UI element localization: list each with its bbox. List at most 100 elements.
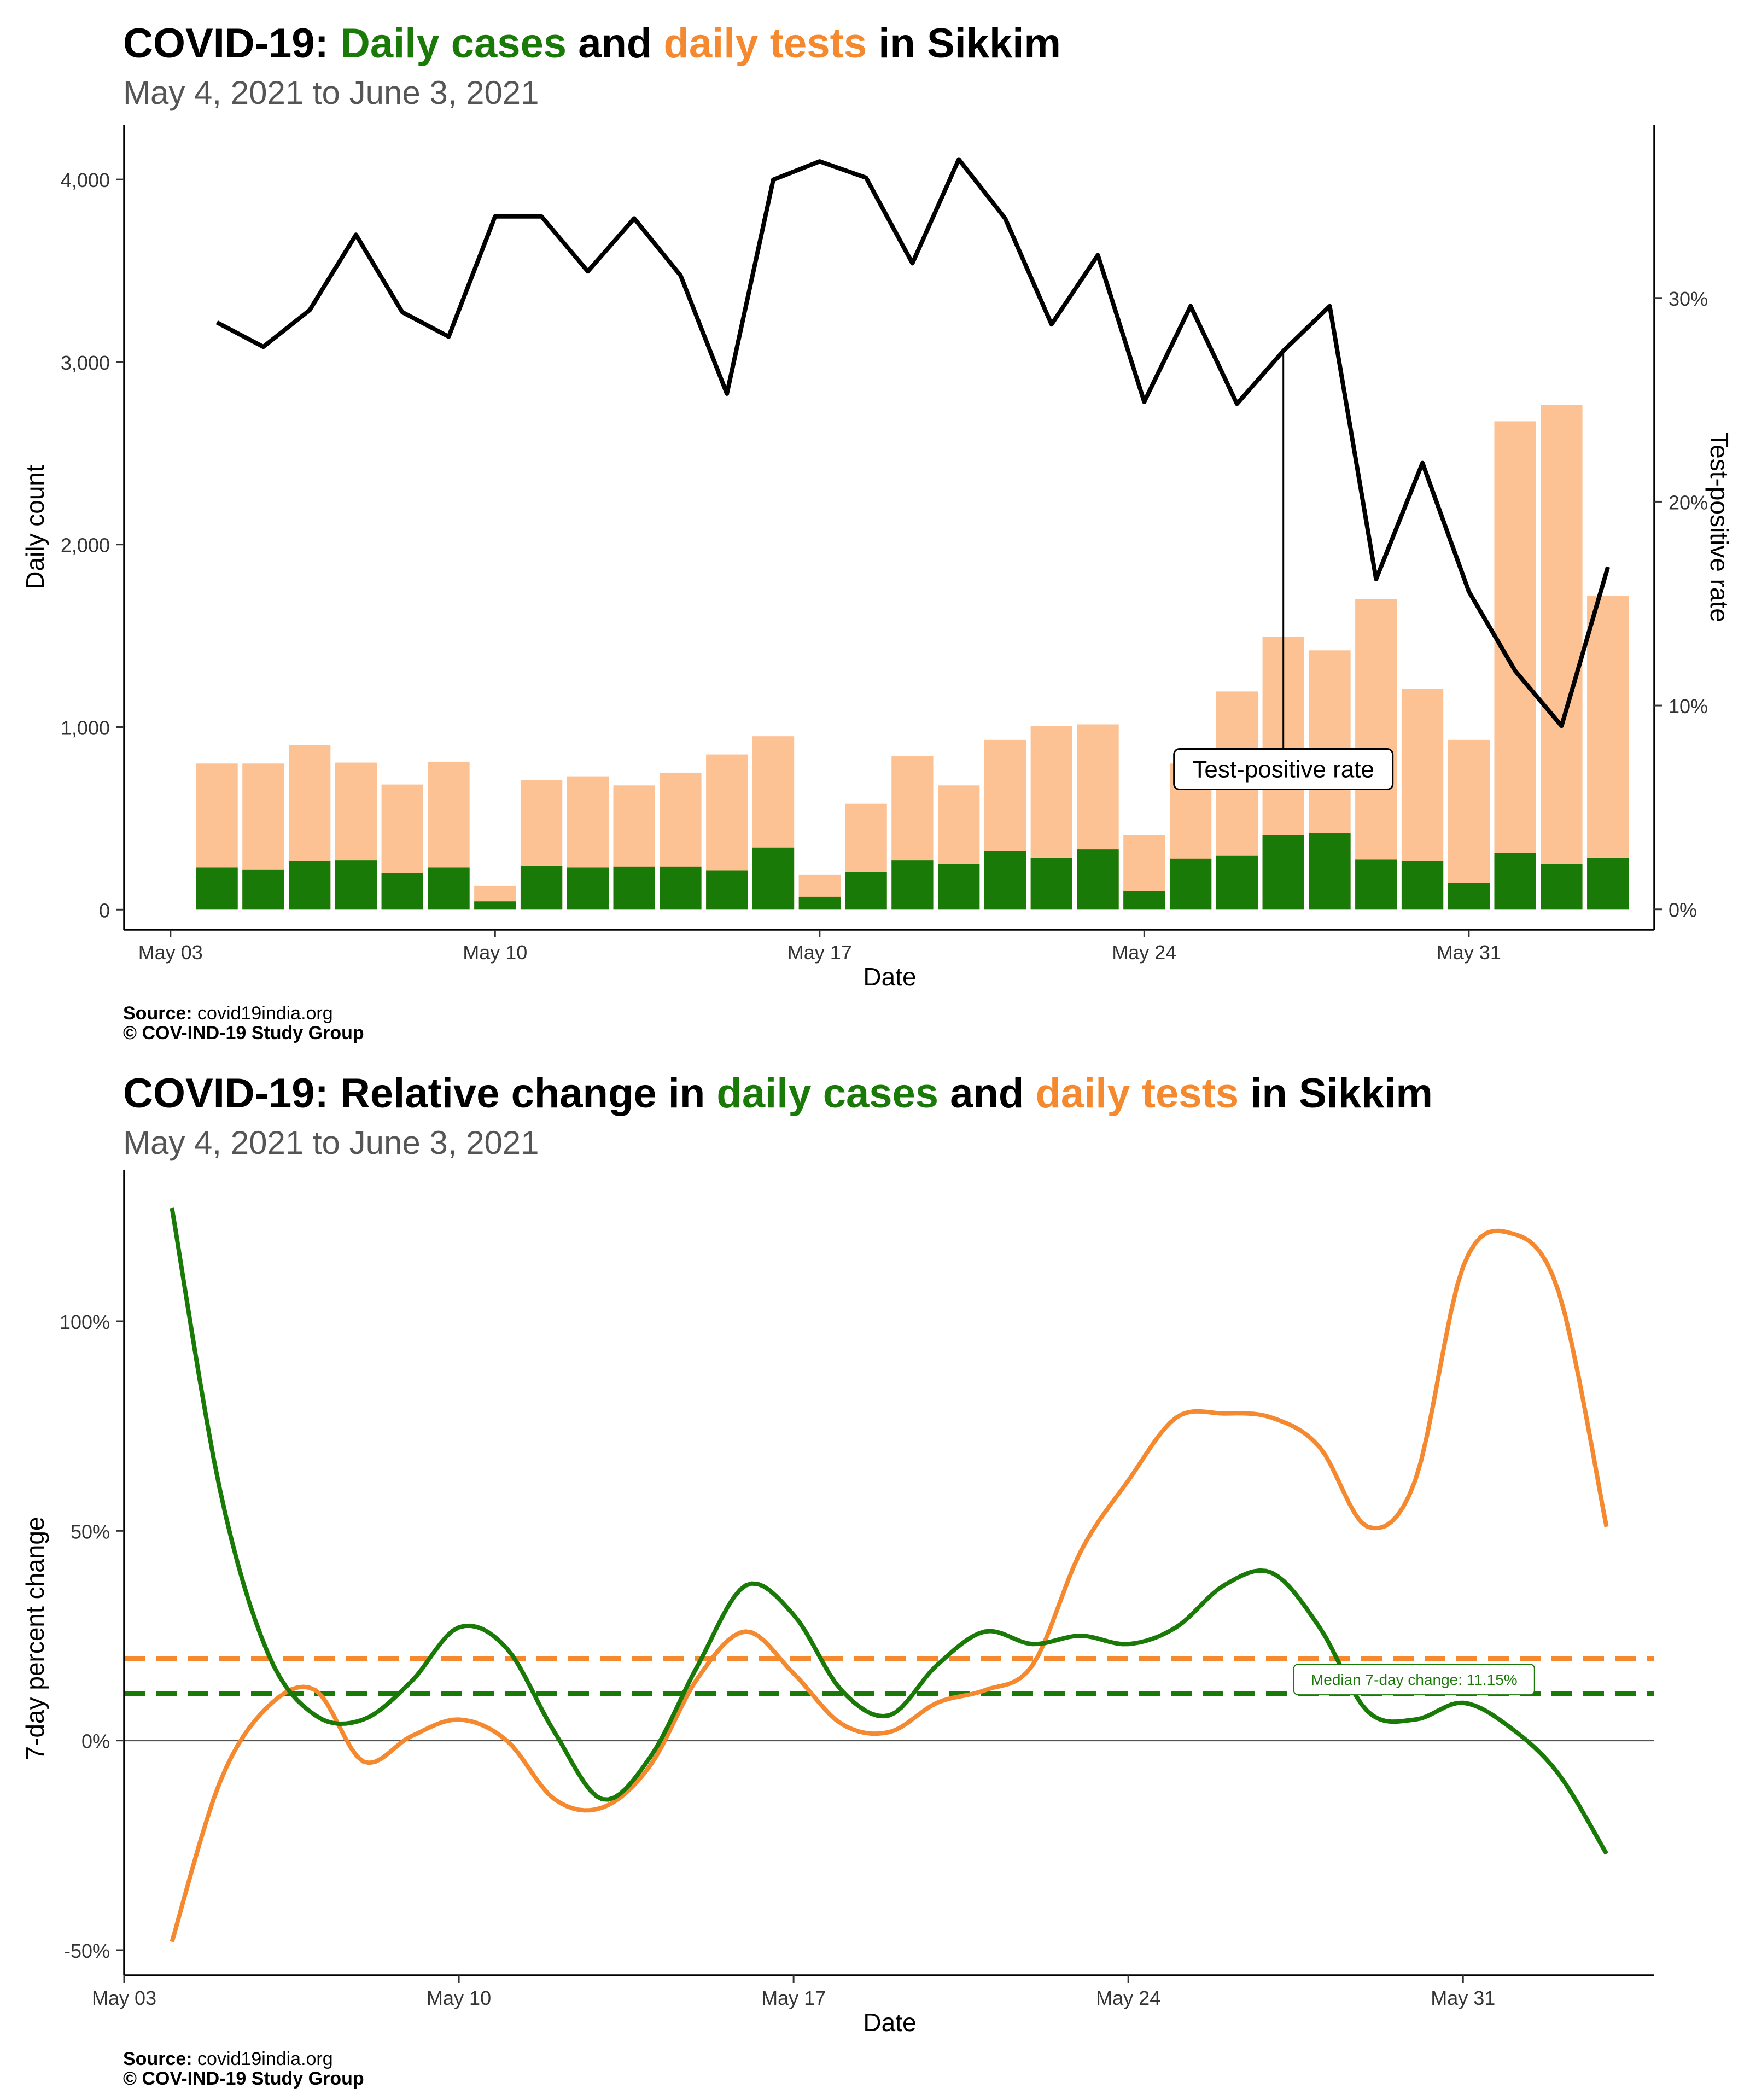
copyright: © COV-IND-19 Study Group (123, 2068, 364, 2089)
y-right-tick-label: 0% (1669, 899, 1697, 921)
tests-bar (1448, 739, 1490, 910)
title-suffix: in Sikkim (1239, 1070, 1433, 1117)
title-tests: daily tests (1035, 1070, 1239, 1117)
annotation-label: Test-positive rate (1192, 756, 1374, 783)
cases-bar (1123, 891, 1165, 910)
x-tick-label: May 31 (1437, 941, 1501, 964)
cases-bar (1077, 849, 1119, 910)
y-ticks-left: 0 1,000 2,000 3,000 4,000 (61, 169, 124, 921)
cases-bar (660, 866, 702, 910)
median-annotation-label: Median 7-day change: 11.15% (1311, 1671, 1518, 1688)
x-tick-label: May 10 (463, 941, 527, 964)
cases-bar (1541, 864, 1583, 910)
y-axis-right-label: Test-positive rate (1705, 432, 1734, 622)
chart-title: COVID-19: Relative change in daily cases… (123, 1073, 1433, 1115)
title-prefix: COVID-19: Relative change in (123, 1070, 717, 1117)
source-label: Source: (123, 1003, 192, 1024)
y-tick-label: 4,000 (61, 169, 110, 191)
y-tick-label: 1,000 (61, 716, 110, 739)
y-ticks-right: 0% 10% 20% 30% (1654, 288, 1708, 921)
axes (123, 125, 1655, 931)
y-tick-label: 100% (60, 1311, 110, 1333)
daily-cases-tests-panel: COVID-19: Daily cases and daily tests in… (21, 23, 1734, 1043)
title-prefix: COVID-19: (123, 20, 340, 67)
title-and: and (567, 20, 664, 67)
median-annotation-box (1293, 1664, 1535, 1696)
x-tick-label: May 03 (92, 1987, 156, 2009)
cases-bar (1169, 858, 1212, 910)
cases-bar (335, 860, 377, 910)
tests-change-line (170, 1228, 1609, 1942)
source-note: Source: covid19india.org © COV-IND-19 St… (123, 1004, 364, 1043)
cases-bar (242, 869, 284, 910)
y-tick-label: 50% (71, 1520, 110, 1543)
source-value: covid19india.org (192, 2049, 333, 2069)
x-tick-label: May 31 (1431, 1987, 1495, 2009)
chart-subtitle: May 4, 2021 to June 3, 2021 (123, 74, 539, 111)
bar-line-chart: Test-positive rate 0 1,000 2,000 3,000 4,000… (21, 125, 1734, 991)
cases-bar (1216, 855, 1258, 910)
tests-bar (1494, 421, 1536, 910)
cases-bars (196, 833, 1629, 910)
cases-bar (567, 867, 609, 910)
cases-bar (706, 870, 748, 910)
cases-bar (1494, 853, 1536, 910)
y-axis-label: 7-day percent change (21, 1517, 49, 1760)
cases-bar (1309, 833, 1351, 910)
cases-bar (1448, 883, 1490, 910)
cases-bar (428, 867, 470, 910)
cases-change-line (170, 1208, 1609, 1855)
y-ticks: -50% 0% 50% 100% (60, 1311, 124, 1962)
cases-bar (381, 873, 423, 910)
title-tests: daily tests (663, 20, 867, 67)
tpr-line (215, 157, 1611, 728)
copyright: © COV-IND-19 Study Group (123, 1022, 364, 1043)
cases-bar (798, 896, 841, 910)
tests-bar (1587, 596, 1629, 910)
y-right-tick-label: 20% (1669, 491, 1708, 514)
cases-bar (1030, 858, 1072, 910)
title-suffix: in Sikkim (867, 20, 1061, 67)
x-tick-label: May 03 (138, 941, 203, 964)
tpr-annotation: Test-positive rate (1173, 351, 1394, 791)
cases-bar (196, 867, 238, 910)
annotation-box (1173, 748, 1394, 791)
y-tick-label: 2,000 (61, 534, 110, 557)
tests-bar (1541, 405, 1583, 910)
x-tick-label: May 24 (1096, 1987, 1160, 2009)
cases-bar (520, 866, 563, 910)
cases-bar (613, 866, 655, 910)
x-axis-label: Date (863, 2008, 916, 2037)
x-axis-label: Date (863, 962, 916, 991)
axes (123, 1170, 1654, 1976)
x-ticks: May 03 May 10 May 17 May 24 May 31 (138, 930, 1501, 964)
cases-bar (1262, 835, 1304, 910)
x-tick-label: May 17 (788, 941, 852, 964)
y-right-tick-label: 10% (1669, 695, 1708, 718)
cases-bar (938, 864, 980, 910)
cases-bar (1355, 859, 1397, 910)
y-right-tick-label: 30% (1669, 288, 1708, 310)
cases-bar (891, 860, 934, 910)
x-tick-label: May 10 (427, 1987, 491, 2009)
title-and: and (938, 1070, 1036, 1117)
title-cases: daily cases (716, 1070, 939, 1117)
y-tick-label: 3,000 (61, 352, 110, 374)
y-tick-label: -50% (64, 1940, 110, 1962)
x-tick-label: May 17 (761, 1987, 826, 2009)
chart-title: COVID-19: Daily cases and daily tests in… (123, 23, 1061, 65)
x-ticks: May 03 May 10 May 17 May 24 May 31 (92, 1975, 1495, 2009)
x-tick-label: May 24 (1112, 941, 1176, 964)
cases-bar (845, 872, 887, 910)
cases-bar (474, 901, 516, 910)
chart-subtitle: May 4, 2021 to June 3, 2021 (123, 1124, 539, 1161)
cases-bar (984, 851, 1026, 910)
source-note: Source: covid19india.org © COV-IND-19 St… (123, 2049, 364, 2089)
cases-bar (1587, 858, 1629, 910)
relative-change-panel: COVID-19: Relative change in daily cases… (0, 1050, 1750, 2100)
source-label: Source: (123, 2049, 192, 2069)
y-tick-label: 0% (81, 1730, 110, 1753)
y-axis-left-label: Daily count (21, 465, 49, 590)
title-cases: Daily cases (340, 20, 567, 67)
source-value: covid19india.org (192, 1003, 333, 1024)
